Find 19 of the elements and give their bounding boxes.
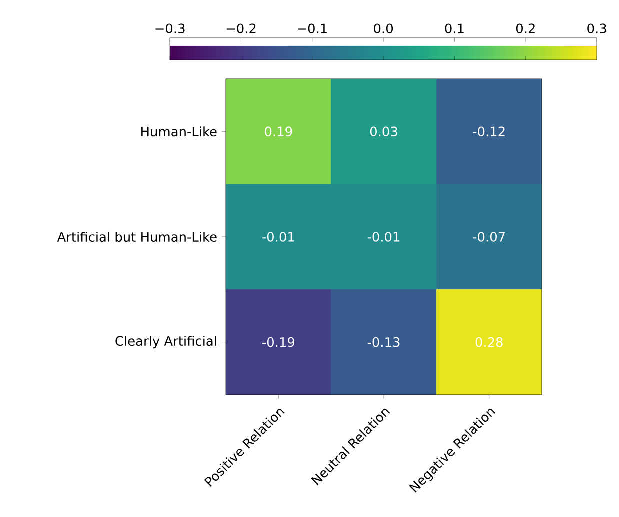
color-bar-label: −0.1 xyxy=(298,24,327,34)
y-tick-label: Human-Like xyxy=(142,126,217,137)
color-bar-label: −0.3 xyxy=(156,24,185,34)
data-label: 0.28 xyxy=(476,337,503,348)
color-bar-label: 0.3 xyxy=(588,24,606,34)
data-label: -0.19 xyxy=(262,337,295,348)
color-bar-label: 0.0 xyxy=(374,24,394,34)
data-label: -0.12 xyxy=(473,126,505,137)
color-bar-label: 0.1 xyxy=(445,24,464,34)
data-label: 0.19 xyxy=(265,126,292,137)
data-label: -0.01 xyxy=(262,232,294,242)
data-label: 0.03 xyxy=(370,126,398,137)
data-label: -0.13 xyxy=(368,337,400,348)
y-tick-label: Artificial but Human-Like xyxy=(57,232,217,242)
data-label: -0.01 xyxy=(368,232,400,242)
color-bar-label: −0.2 xyxy=(226,24,256,34)
color-bar-label: 0.2 xyxy=(516,24,535,34)
y-tick-label: Clearly Artificial xyxy=(116,336,216,349)
data-label: -0.07 xyxy=(473,232,505,242)
